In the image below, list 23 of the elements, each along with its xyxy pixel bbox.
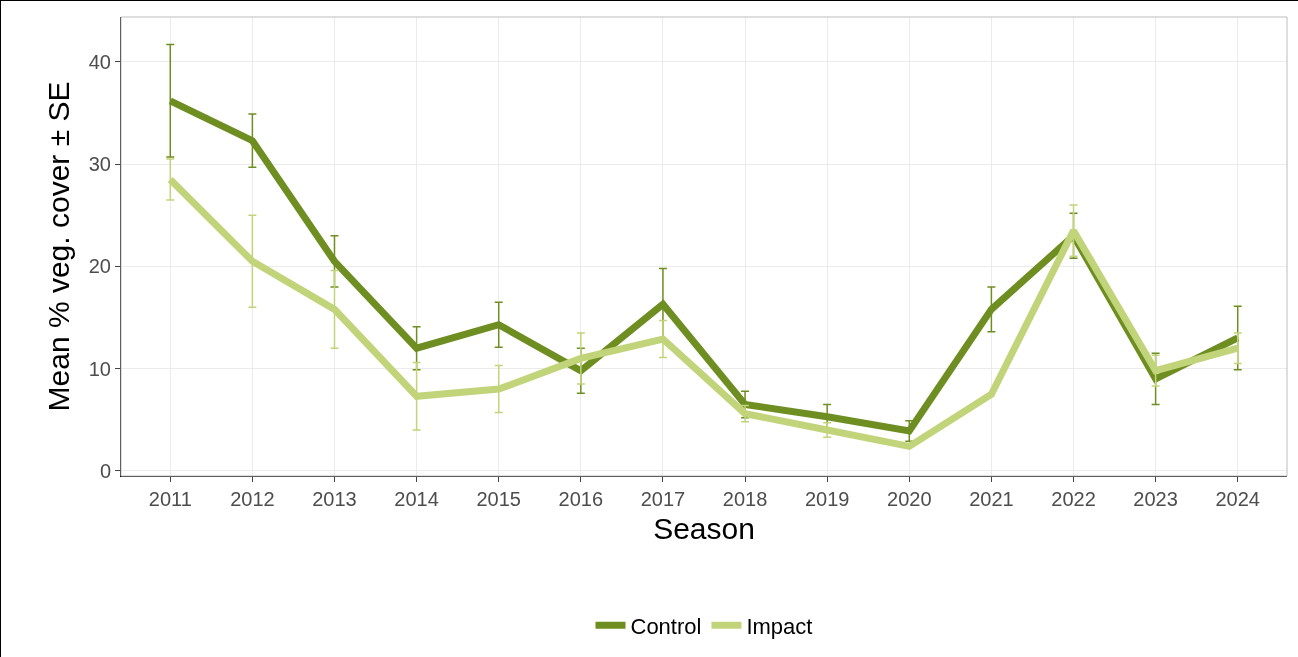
x-tick-label: 2017 bbox=[640, 488, 686, 510]
x-tick-label: 2011 bbox=[148, 488, 192, 510]
legend-label: Impact bbox=[746, 613, 813, 639]
x-tick-label: 2022 bbox=[1051, 488, 1096, 510]
x-tick-label: 2018 bbox=[722, 488, 768, 510]
y-tick-label: 0 bbox=[99, 459, 111, 482]
y-tick-label: 40 bbox=[88, 50, 111, 73]
x-tick-label: 2014 bbox=[394, 488, 439, 510]
x-tick-label: 2020 bbox=[887, 488, 932, 510]
x-tick-label: 2024 bbox=[1215, 488, 1260, 510]
y-axis-title: Mean % veg. cover ± SE bbox=[41, 81, 75, 412]
y-tick-label: 10 bbox=[88, 357, 111, 380]
x-axis-title: Season bbox=[653, 511, 755, 545]
x-tick-label: 2012 bbox=[230, 488, 275, 510]
x-tick-label: 2023 bbox=[1133, 488, 1178, 510]
x-tick-label: 2013 bbox=[312, 488, 357, 510]
x-tick-label: 2021 bbox=[969, 488, 1014, 510]
x-tick-label: 2015 bbox=[476, 488, 521, 510]
y-tick-label: 20 bbox=[88, 255, 111, 278]
x-tick-label: 2019 bbox=[804, 488, 850, 510]
x-tick-label: 2016 bbox=[558, 488, 604, 510]
y-tick-label: 30 bbox=[88, 153, 111, 176]
legend-label: Control bbox=[630, 613, 702, 639]
